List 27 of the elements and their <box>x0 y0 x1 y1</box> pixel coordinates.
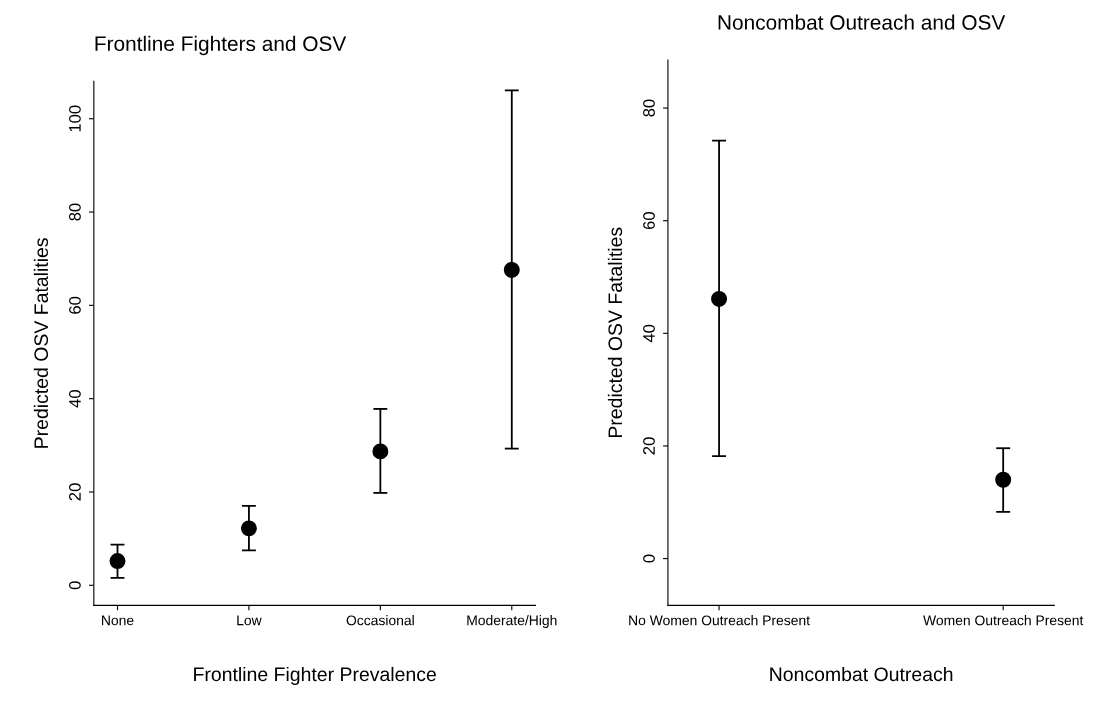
x-axis-title: Frontline Fighter Prevalence <box>194 666 436 686</box>
y-axis-title: Predicted OSV Fatalities <box>607 227 623 438</box>
point <box>503 261 520 278</box>
y-tick-label: 40 <box>643 324 655 343</box>
x-tick-label: Low <box>237 615 262 626</box>
y-tick-label: 0 <box>69 581 81 590</box>
point <box>109 553 126 569</box>
x-tick-label: Women Outreach Present <box>923 615 1084 626</box>
y-tick-label: 60 <box>69 296 81 314</box>
point <box>240 520 257 537</box>
x-axis-title: Noncombat Outreach <box>770 666 953 682</box>
y-tick-label: 40 <box>69 390 81 408</box>
y-tick-label: 80 <box>643 99 655 117</box>
chart-title: Noncombat Outreach and OSV <box>718 14 1006 30</box>
y-axis-title: Predicted OSV Fatalities <box>33 238 49 448</box>
x-tick-label: No Women Outreach Present <box>629 615 810 626</box>
x-tick-label: Moderate/High <box>467 615 557 629</box>
y-tick-label: 0 <box>643 554 655 563</box>
chart-title: Frontline Fighters and OSV <box>95 35 347 56</box>
y-tick-label: 80 <box>69 203 81 221</box>
y-tick-label: 20 <box>69 483 81 501</box>
y-tick-label: 60 <box>643 212 655 230</box>
x-tick-label: None <box>102 615 134 626</box>
y-tick-label: 20 <box>643 437 655 455</box>
y-tick-label: 100 <box>69 105 81 132</box>
point <box>372 443 389 460</box>
x-tick-label: Occasional <box>346 615 414 626</box>
